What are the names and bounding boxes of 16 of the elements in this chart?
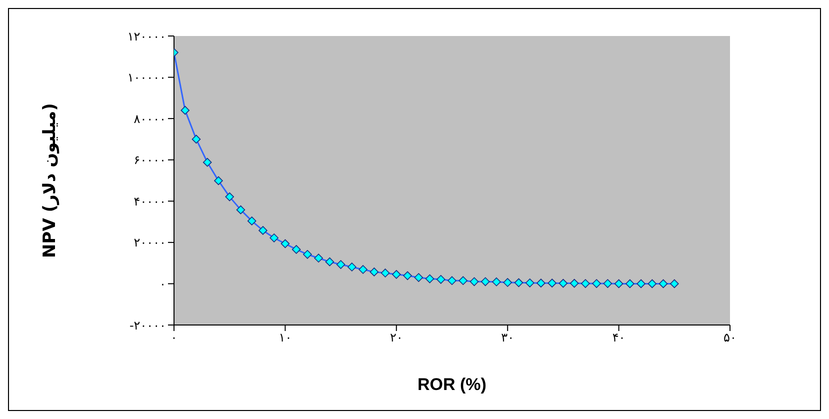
- x-tick-label: ۳۰: [501, 330, 514, 345]
- x-axis-title: ROR (%): [418, 375, 486, 394]
- y-tick-label: ۱۰۰۰۰۰: [127, 70, 166, 85]
- y-tick-label: ۸۰۰۰۰: [134, 112, 166, 126]
- y-tick-label: ۰: [160, 276, 166, 291]
- y-tick-label: ۲۰۰۰۰: [134, 236, 166, 250]
- y-tick-label: ۶۰۰۰۰: [134, 153, 166, 168]
- y-tick-label: ۱۲۰۰۰۰: [127, 29, 166, 44]
- x-tick-label: ۱۰: [278, 330, 292, 345]
- x-tick-label: ۰: [170, 330, 178, 345]
- y-tick-label: -۲۰۰۰۰: [129, 318, 166, 332]
- y-tick-label: ۴۰۰۰۰: [134, 194, 166, 208]
- x-tick-label: ۴۰: [612, 330, 626, 345]
- x-tick-label: ۵۰: [724, 330, 736, 345]
- y-axis-title: NPV (میلیون دلار): [40, 103, 60, 258]
- x-tick-label: ۲۰: [390, 330, 403, 345]
